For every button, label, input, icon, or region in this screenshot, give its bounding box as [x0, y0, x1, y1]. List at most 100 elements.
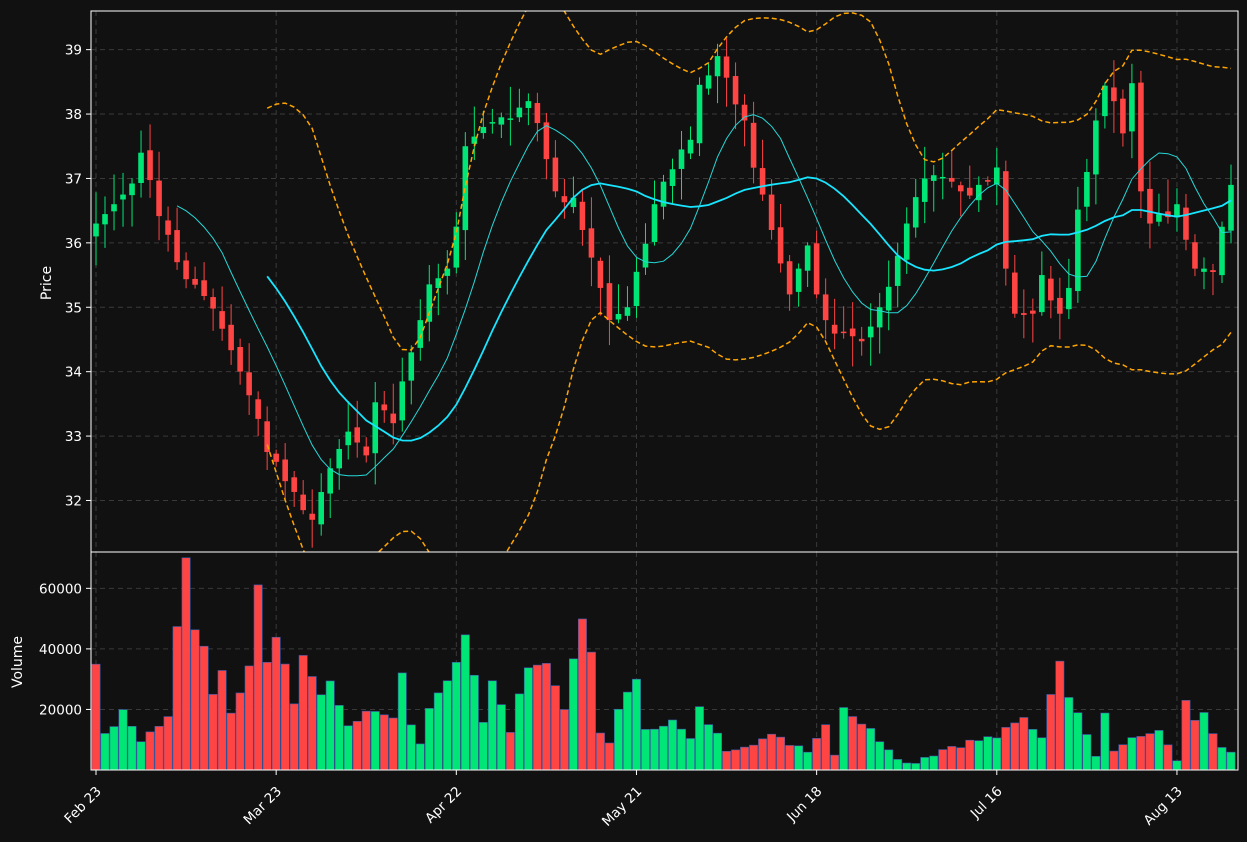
volume-bar-down [812, 738, 822, 771]
volume-bar-down [605, 742, 614, 771]
candle-down [786, 261, 793, 295]
volume-bar-down [965, 739, 975, 771]
candle-up [903, 223, 910, 260]
candle-up [111, 204, 117, 212]
volume-bar-up [794, 745, 804, 771]
volume-bar-down [145, 731, 155, 771]
candle-down [1021, 313, 1027, 315]
volume-bar-up [496, 704, 506, 771]
candle-up [930, 175, 937, 181]
candle-down [165, 220, 171, 235]
volume-bar-down [1046, 694, 1056, 771]
candle-up [885, 286, 892, 311]
candle-up [462, 146, 469, 231]
candle-down [237, 347, 243, 372]
volume-bar-down [586, 651, 596, 771]
candle-up [615, 313, 622, 320]
price-tick-label: 33 [65, 429, 82, 445]
candle-up [525, 101, 532, 108]
candle-up [876, 307, 883, 328]
candle-up [714, 56, 721, 77]
price-tick-label: 39 [65, 43, 82, 59]
volume-bar-down [163, 716, 173, 771]
candle-down [309, 513, 315, 520]
volume-bar-up [478, 722, 488, 771]
candle-up [1228, 184, 1234, 231]
candle-down [579, 201, 586, 230]
candle-up [498, 117, 505, 125]
candle-up [975, 184, 982, 201]
candle-up [327, 468, 333, 494]
volume-bar-up [460, 634, 470, 771]
volume-bar-down [550, 685, 560, 771]
candle-up [408, 352, 415, 381]
price-tick-label: 32 [65, 493, 82, 509]
candle-down [1165, 211, 1171, 218]
volume-bar-up [1172, 760, 1182, 771]
volume-bar-up [893, 759, 903, 771]
volume-bar-down [199, 645, 209, 771]
candle-down [201, 280, 207, 296]
candle-down [219, 311, 225, 329]
candle-down [606, 283, 613, 321]
candle-up [624, 307, 631, 316]
price-axis-label: Price [39, 266, 55, 300]
bollinger-lower-line [266, 311, 1232, 552]
volume-bar-down [758, 738, 768, 771]
volume-bar-down [830, 754, 840, 771]
candle-down [381, 404, 388, 411]
volume-bar-down [731, 749, 741, 771]
volume-bar-up [433, 692, 443, 771]
candle-down [300, 494, 306, 511]
bollinger-upper-line [266, 11, 1232, 351]
candle-up [426, 284, 433, 322]
candle-down [813, 243, 820, 295]
candle-down [831, 324, 838, 334]
candle-up [633, 271, 640, 307]
volume-bar-down [208, 694, 218, 771]
volume-axis-label: Volume [10, 636, 26, 688]
overlays [176, 11, 1232, 552]
price-tick-label: 38 [65, 107, 82, 123]
candle-down [1138, 82, 1144, 192]
candle-up [705, 75, 712, 89]
volume-bar-up [803, 751, 813, 771]
candle-down [264, 421, 270, 453]
ma-fast-line [176, 114, 1232, 477]
volume-bar-up [343, 725, 353, 771]
volume-bar-down [352, 721, 362, 771]
candle-down [948, 177, 955, 182]
volume-bar-up [1199, 712, 1209, 771]
volume-bar-down [559, 709, 569, 771]
candle-up [1084, 172, 1090, 207]
candle-up [795, 268, 802, 292]
volume-bar-up [614, 708, 623, 771]
price-plot-area [91, 11, 1238, 552]
candle-down [534, 103, 541, 124]
volume-bar-up [695, 706, 704, 771]
candle-up [994, 167, 1000, 185]
candle-down [552, 157, 559, 192]
volume-bar-down [541, 663, 551, 771]
volume-bar-down [821, 724, 831, 771]
candle-up [138, 152, 144, 183]
candle-down [759, 168, 766, 195]
volume-bar-down [1010, 722, 1020, 771]
candle-down [966, 187, 973, 196]
candle-up [669, 169, 676, 186]
candle-up [444, 268, 451, 276]
ma-slow-line [266, 176, 1232, 442]
candle-down [273, 453, 279, 462]
candle-up [660, 181, 667, 207]
volume-bar-down [181, 557, 191, 771]
volume-bar-up [1100, 712, 1110, 771]
volume-bar-down [388, 717, 398, 771]
volume-tick-label: 40000 [39, 642, 82, 658]
candle-up [417, 320, 424, 348]
volume-bar-down [262, 662, 272, 771]
candle-up [1039, 275, 1045, 313]
candle-up [1075, 209, 1081, 292]
volume-bar-down [271, 636, 281, 771]
volume-bar-down [172, 626, 182, 771]
volume-bar-up [623, 691, 632, 771]
